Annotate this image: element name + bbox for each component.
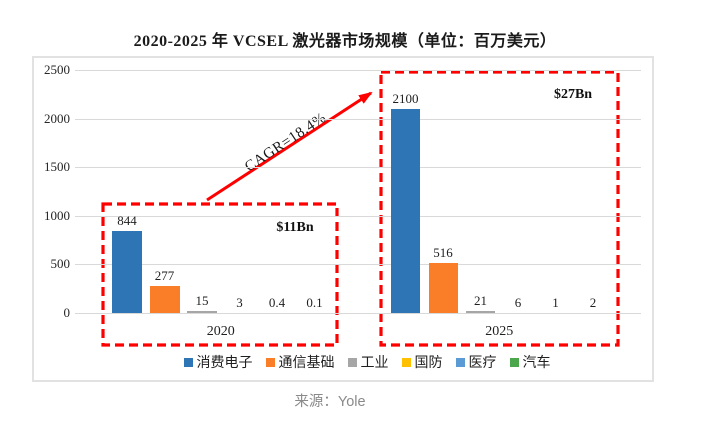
value-label-communications-infrastructure-2025: 516 [433,245,453,260]
gridline-0 [75,313,641,314]
value-label-consumer-electronics-2020: 844 [117,213,137,228]
value-label-automotive-2020: 0.1 [306,295,323,310]
source-attribution: 来源：Yole [294,394,366,410]
legend-label-industrial: 工业 [360,356,389,371]
legend-label-communications-infrastructure: 通信基础 [278,356,335,371]
legend-label-consumer-electronics: 消费电子 [196,356,253,371]
legend: 消费电子 通信基础 工业 国防 医疗 汽车 [84,352,650,372]
legend-marker-industrial [347,357,357,367]
chart-title: 2020-2025 年 VCSEL 激光器市场规模（单位：百万美元） [133,33,557,50]
value-label-industrial-2025: 21 [474,293,487,308]
value-label-automotive-2025: 2 [589,295,597,310]
gridline-2500 [75,70,641,71]
bar-communications-infrastructure-2025 [428,263,458,313]
y-axis-tick-label: 0 [63,305,71,320]
bar-industrial-2020 [187,311,217,313]
total-label-2020: $11Bn [276,220,314,235]
legend-label-defense: 国防 [414,356,443,371]
x-axis-label-2025: 2025 [485,324,514,339]
bar-consumer-electronics-2025 [391,109,420,313]
x-axis-label-2020: 2020 [206,324,235,339]
legend-item-medical: 医疗 [455,352,497,372]
y-axis-tick-label: 2000 [44,110,70,126]
legend-label-automotive: 汽车 [522,356,551,371]
value-label-communications-infrastructure-2020: 277 [154,268,175,283]
bar-communications-infrastructure-2020 [149,286,180,313]
gridline-1500 [75,167,641,169]
y-axis-tick-label: 2500 [44,62,70,77]
value-label-consumer-electronics-2025: 2100 [392,91,419,106]
bar-consumer-electronics-2020 [112,231,142,313]
legend-item-industrial: 工业 [347,352,389,372]
legend-marker-defense [401,357,411,367]
value-label-defense-2025: 6 [514,295,522,310]
gridline-2000 [75,118,641,120]
total-label-2025: $27Bn [553,87,593,102]
y-axis-tick-label: 1000 [44,207,70,223]
legend-item-communications-infrastructure: 通信基础 [265,352,335,372]
legend-marker-medical [455,357,465,367]
legend-label-medical: 医疗 [468,356,497,371]
value-label-industrial-2020: 15 [195,293,209,308]
legend-item-consumer-electronics: 消费电子 [183,352,253,372]
legend-marker-consumer-electronics [183,357,193,367]
y-axis-tick-label: 500 [50,256,71,272]
gridline-1000 [75,215,641,217]
value-label-medical-2020: 0.4 [268,295,286,310]
bar-industrial-2025 [466,311,495,313]
legend-item-defense: 国防 [401,352,443,372]
y-axis-tick-label: 1500 [44,159,70,175]
gridline-500 [75,264,641,266]
value-label-defense-2020: 3 [236,295,243,310]
legend-item-automotive: 汽车 [509,352,551,372]
value-label-medical-2025: 1 [552,295,559,310]
legend-marker-communications-infrastructure [265,357,275,367]
legend-marker-automotive [509,357,519,367]
